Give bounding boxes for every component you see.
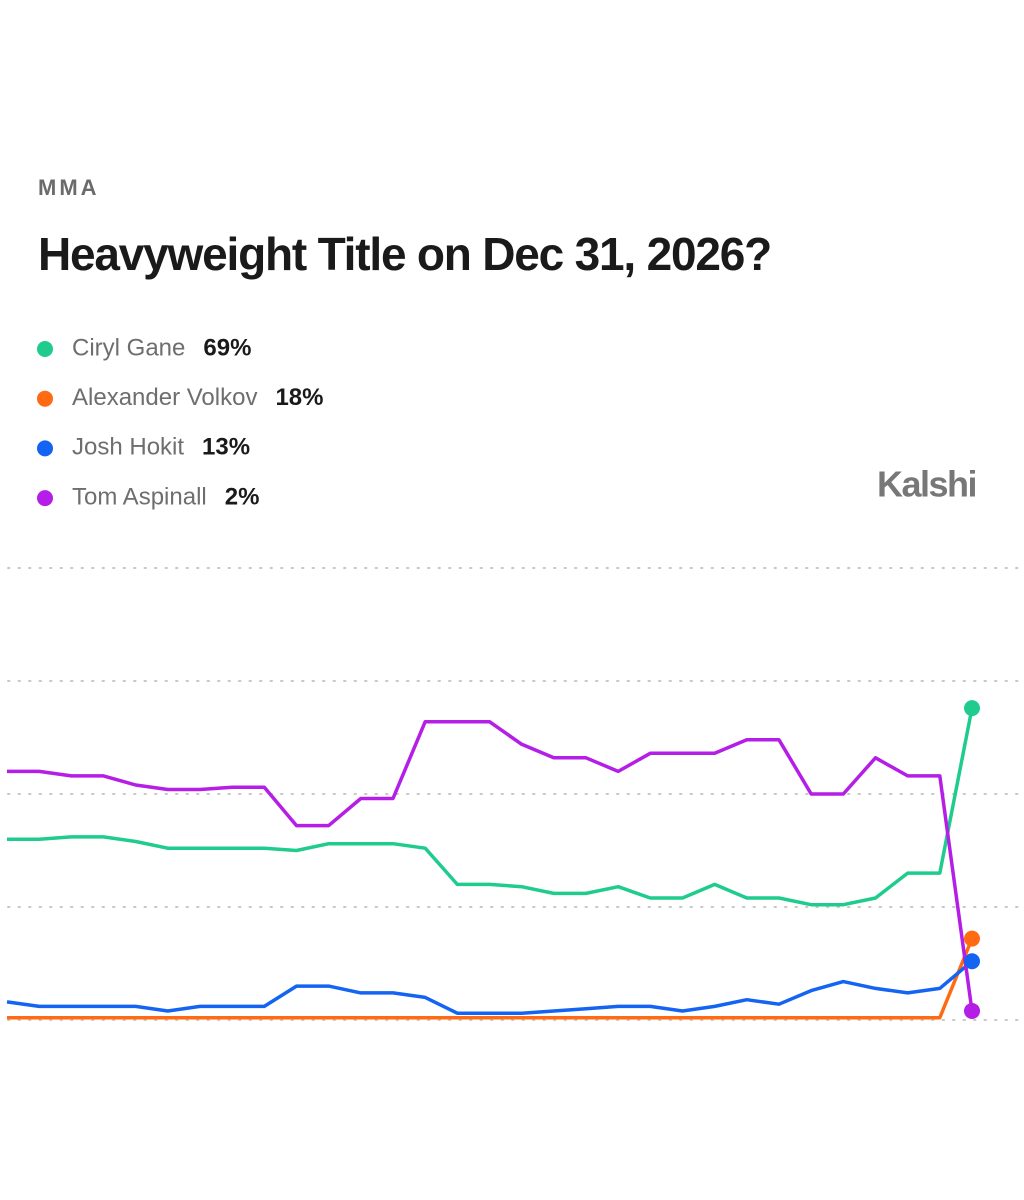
kicker: MMA [38,175,100,200]
end-dot [964,1002,980,1019]
legend-marker [37,341,53,357]
end-dot [964,700,980,717]
chart-title: Heavyweight Title on Dec 31, 2026? [38,228,771,280]
legend-marker [37,390,53,407]
series-line [7,707,974,907]
end-dot [964,930,980,947]
legend-value: 2% [225,483,260,510]
legend-marker [37,490,53,507]
legend-marker [37,440,53,457]
series-line [7,937,974,1020]
legend-label: Ciryl Gane [72,334,185,361]
end-dot [964,953,980,970]
logo: Kalshi [877,464,976,505]
legend-label: Josh Hokit [72,434,184,461]
legend-value: 13% [202,434,250,461]
legend-label: Alexander Volkov [72,384,257,411]
legend-label: Tom Aspinall [72,483,207,510]
series-line [7,719,974,1012]
legend-value: 69% [203,334,251,361]
legend-value: 18% [275,384,323,411]
series-line [6,959,974,1015]
